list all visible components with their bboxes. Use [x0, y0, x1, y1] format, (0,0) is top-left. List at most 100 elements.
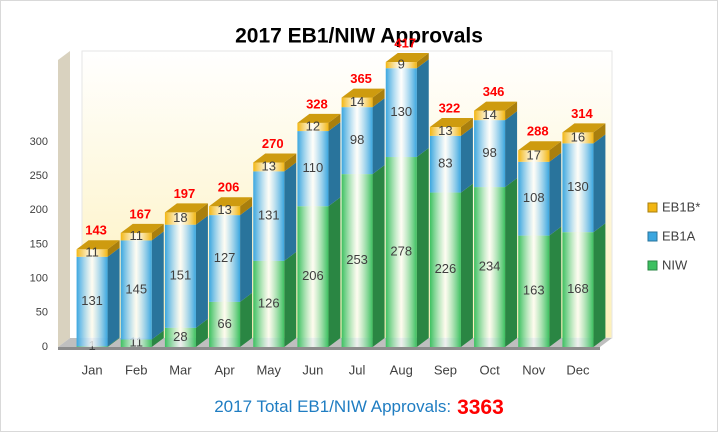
y-tick-label: 250 [30, 170, 48, 182]
bar-front [76, 346, 108, 347]
legend-label: EB1A [662, 228, 696, 243]
bar-side [549, 152, 562, 236]
bar-top [562, 123, 606, 133]
bar-front [76, 249, 108, 257]
y-tick-label: 0 [42, 341, 48, 353]
bar-front [474, 110, 506, 121]
x-tick-label: Jun [302, 362, 323, 377]
bar-front [209, 215, 241, 302]
bar-front [120, 240, 152, 340]
legend-label: NIW [662, 257, 688, 272]
bar-front [474, 187, 506, 347]
data-label: 168 [567, 281, 589, 296]
bar-segment [120, 330, 164, 347]
bar-segment [341, 165, 385, 347]
bar-front [341, 107, 373, 175]
bar-segment [120, 231, 164, 340]
legend-swatch [647, 231, 658, 242]
bar-side [416, 148, 429, 347]
bar-front [562, 132, 594, 144]
total-label: 365 [350, 71, 372, 86]
bar-side [416, 53, 429, 69]
bar-side [505, 178, 518, 347]
bar-front [76, 256, 108, 347]
bar-segment [474, 178, 518, 347]
total-label: 288 [527, 124, 549, 139]
bar-segment [164, 215, 208, 328]
bar-side [151, 223, 164, 241]
bar-front [518, 161, 550, 236]
bar-side [195, 318, 208, 347]
bar-side [372, 98, 385, 175]
bar-front [562, 143, 594, 233]
bar-segment [120, 223, 164, 241]
total-label: 167 [129, 206, 151, 221]
bar-side [284, 251, 297, 347]
y-tick-label: 50 [36, 307, 48, 319]
bar-side [372, 88, 385, 108]
bar-front [562, 232, 594, 347]
bar-front [120, 339, 152, 347]
legend-swatch [647, 260, 658, 271]
data-label: 130 [567, 179, 589, 194]
data-label: 151 [170, 268, 192, 283]
x-tick-label: Feb [125, 362, 147, 377]
bar-front [429, 135, 461, 193]
bar-top [385, 53, 429, 63]
data-label: 14 [350, 94, 364, 109]
data-label: 131 [258, 208, 280, 223]
total-label: 143 [85, 223, 107, 238]
data-label: 83 [438, 156, 452, 171]
bar-side [549, 226, 562, 347]
bar-segment [474, 111, 518, 188]
x-tick-label: Dec [566, 362, 590, 377]
bar-side [593, 223, 606, 347]
y-tick-label: 300 [30, 136, 48, 148]
x-tick-label: Jul [349, 362, 366, 377]
bar-side [284, 153, 297, 172]
data-label: 17 [527, 147, 541, 162]
x-tick-label: Nov [522, 362, 546, 377]
data-label: 163 [523, 283, 545, 298]
bar-front [341, 174, 373, 347]
total-label: 346 [483, 84, 505, 99]
bar-segment [562, 134, 606, 233]
data-label: 11 [85, 244, 99, 259]
data-label: 226 [435, 261, 457, 276]
bar-segment [253, 153, 297, 172]
plot-area: 050100150200250300Jan113111143Feb1114511… [30, 35, 613, 377]
bar-front [385, 62, 417, 69]
bar-front [297, 131, 329, 207]
bar-side [107, 337, 120, 347]
x-tick-label: Apr [214, 362, 235, 377]
bar-side [460, 126, 473, 193]
data-label: 126 [258, 295, 280, 310]
bar-segment [76, 240, 120, 257]
bar-segment [429, 126, 473, 193]
bar-front [253, 171, 285, 261]
bar-front [253, 260, 285, 347]
bar-top [209, 197, 253, 207]
bar-top [341, 88, 385, 98]
bar-segment [385, 148, 429, 347]
bar-side [416, 59, 429, 158]
bar-segment [253, 162, 297, 261]
bar-segment [518, 141, 562, 162]
bar-side [460, 117, 473, 136]
bar-front [474, 120, 506, 188]
bar-front [341, 97, 373, 108]
footer-label: 2017 Total EB1/NIW Approvals: [214, 397, 451, 416]
y-tick-label: 200 [30, 204, 48, 216]
data-label: 13 [262, 158, 276, 173]
bar-segment [518, 226, 562, 347]
bar-side [372, 165, 385, 347]
total-label: 322 [439, 100, 461, 115]
total-label: 328 [306, 96, 328, 111]
bar-side [460, 183, 473, 347]
data-label: 130 [390, 104, 412, 119]
bar-top [253, 153, 297, 163]
bar-top [518, 141, 562, 151]
bar-segment [297, 113, 341, 132]
